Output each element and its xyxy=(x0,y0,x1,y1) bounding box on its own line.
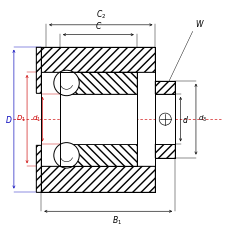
Bar xyxy=(36,145,41,191)
Text: $C_2$: $C_2$ xyxy=(95,8,105,21)
Text: $W$: $W$ xyxy=(194,18,204,29)
Bar xyxy=(60,94,136,144)
Text: $B_1$: $B_1$ xyxy=(112,215,122,227)
Bar xyxy=(36,47,41,93)
Bar xyxy=(41,47,155,72)
Text: $d$: $d$ xyxy=(182,114,188,125)
Text: $d_1$: $d_1$ xyxy=(32,114,41,124)
Text: $D$: $D$ xyxy=(5,114,12,125)
Circle shape xyxy=(54,70,79,96)
Bar xyxy=(60,72,136,94)
Bar xyxy=(41,166,155,191)
Text: $d_3$: $d_3$ xyxy=(197,114,206,124)
Bar xyxy=(60,144,136,166)
Bar xyxy=(155,81,174,94)
Bar xyxy=(36,145,41,191)
Text: $D_1$: $D_1$ xyxy=(16,114,26,124)
Bar xyxy=(155,144,174,158)
Bar xyxy=(60,144,136,166)
Text: $C$: $C$ xyxy=(94,20,101,31)
Bar xyxy=(41,47,155,72)
Circle shape xyxy=(54,143,79,168)
Bar xyxy=(41,166,155,191)
Bar xyxy=(36,47,41,93)
Bar xyxy=(60,72,136,94)
Bar xyxy=(155,144,174,158)
Bar xyxy=(155,81,174,94)
Text: $S$: $S$ xyxy=(90,98,97,109)
Bar xyxy=(155,94,174,144)
